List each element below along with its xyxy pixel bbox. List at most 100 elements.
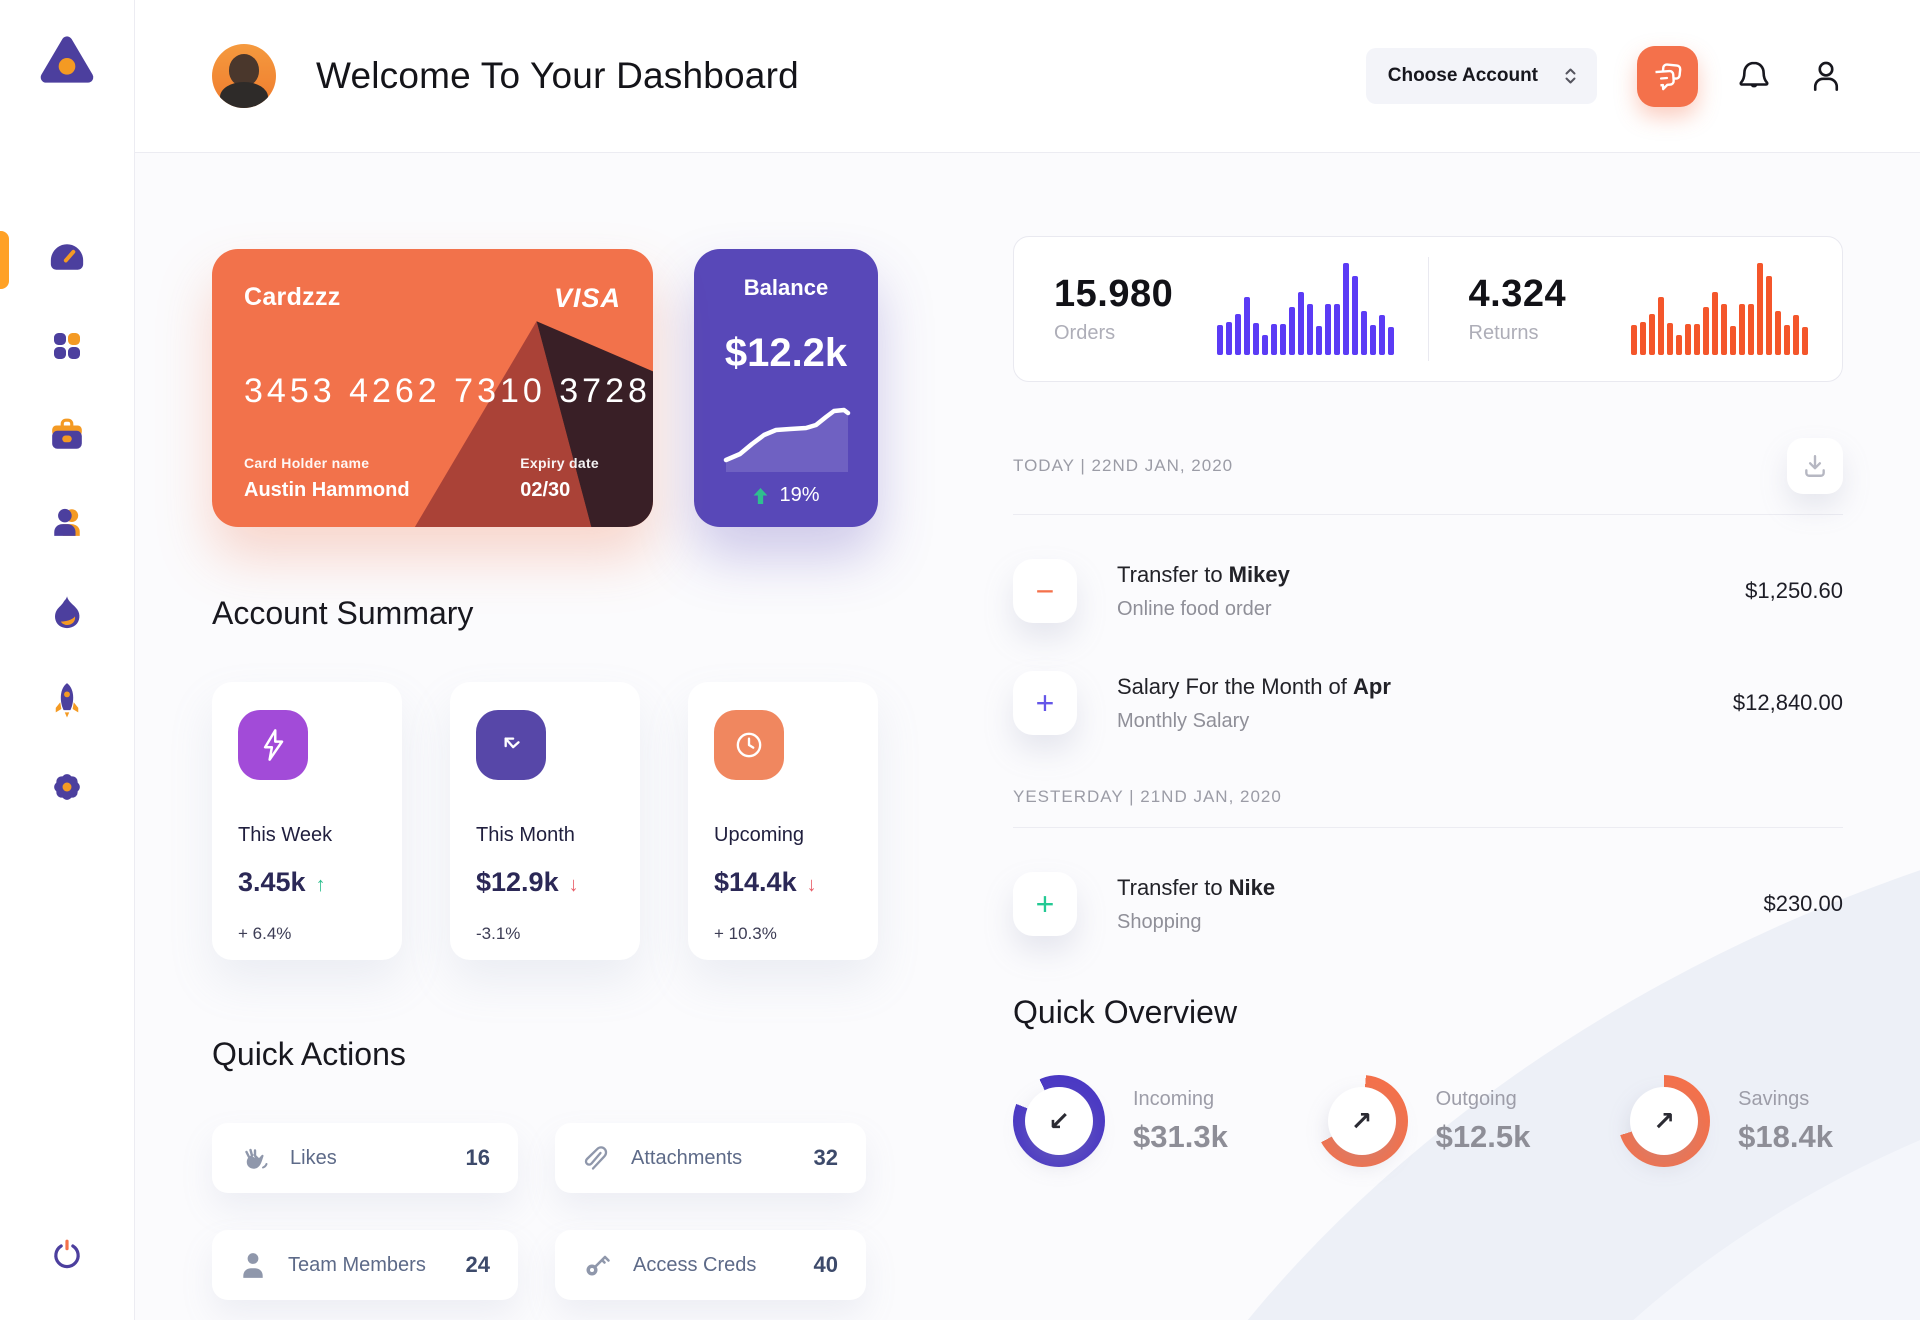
sidebar: [0, 0, 135, 1320]
sidebar-item-apps[interactable]: [0, 330, 134, 366]
today-date-label: TODAY | 22ND JAN, 2020: [1013, 456, 1234, 475]
account-summary-title: Account Summary: [212, 595, 474, 631]
profile-button[interactable]: [1810, 59, 1842, 93]
transaction-sign-plus: +: [1013, 671, 1077, 735]
quick-actions: Likes 16 Attachments 32: [212, 1123, 882, 1300]
summary-label: This Week: [238, 824, 333, 846]
transaction-row-nike[interactable]: + Transfer to Nike Shopping $230.00: [1013, 872, 1843, 936]
trend-arrow: ↑: [315, 874, 326, 896]
action-count: 40: [813, 1252, 838, 1277]
sidebar-item-team[interactable]: [0, 506, 134, 542]
returns-label: Returns: [1468, 322, 1539, 344]
savings-ring: ↗: [1618, 1075, 1711, 1167]
account-summary: This Week 3.45k ↑ + 6.4%: [212, 682, 882, 960]
action-count: 24: [465, 1252, 490, 1277]
balance-title: Balance: [743, 275, 829, 300]
overview-value: $31.3k: [1133, 1118, 1228, 1154]
header: Welcome To Your Dashboard Choose Account: [135, 0, 1920, 153]
transaction-title: Salary For the Month of Apr: [1117, 673, 1391, 699]
avatar[interactable]: [212, 44, 276, 108]
divider: [1013, 514, 1843, 515]
active-indicator: [0, 231, 9, 289]
clock-icon: [736, 732, 762, 758]
quick-actions-title: Quick Actions: [212, 1036, 406, 1072]
card-expiry: 02/30: [520, 479, 571, 501]
overview-label: Incoming: [1133, 1087, 1215, 1110]
chat-button[interactable]: [1637, 45, 1698, 107]
orders-bar-chart: [1216, 263, 1394, 355]
divider: [1013, 827, 1843, 828]
quick-overview-title: Quick Overview: [1013, 994, 1238, 1030]
returns-bar-chart: [1631, 263, 1808, 355]
overview-value: $12.5k: [1435, 1118, 1531, 1154]
orders-stat: 15.980 Orders: [1014, 237, 1428, 381]
power-icon: [54, 1239, 80, 1269]
credit-card: Cardzzz VISA 3453 4262 7310 3728 Card Ho…: [212, 249, 653, 527]
transaction-amount: $1,250.60: [1745, 578, 1843, 603]
summary-label: This Month: [476, 824, 575, 846]
speedometer-icon: [50, 244, 84, 270]
briefcase-icon: [52, 418, 82, 449]
user-icon: [54, 508, 80, 536]
transaction-amount: $12,840.00: [1732, 690, 1843, 715]
overview-label: Outgoing: [1435, 1087, 1517, 1110]
main: Cardzzz VISA 3453 4262 7310 3728 Card Ho…: [135, 153, 1920, 1320]
transaction-title: Transfer to Mikey: [1117, 561, 1290, 587]
card-number: 3453 4262 7310 3728: [244, 372, 651, 410]
transaction-row-mikey[interactable]: − Transfer to Mikey Online food order $1…: [1013, 559, 1843, 623]
page-title: Welcome To Your Dashboard: [316, 55, 799, 96]
action-likes[interactable]: Likes 16: [212, 1123, 518, 1193]
sidebar-item-settings[interactable]: [0, 770, 134, 806]
action-access-creds[interactable]: Access Creds 40: [555, 1230, 866, 1300]
sidebar-item-dashboard[interactable]: [0, 231, 134, 289]
overview-incoming: ↙ Incoming $31.3k: [1013, 1075, 1228, 1167]
summary-delta: -3.1%: [476, 924, 521, 943]
flame-icon: [55, 596, 80, 629]
summary-card-upcoming: Upcoming $14.4k ↓ + 10.3%: [688, 682, 878, 960]
transaction-subtitle: Shopping: [1117, 910, 1202, 933]
divider: [1427, 257, 1429, 361]
clap-icon: [245, 1148, 268, 1169]
quick-overview: ↙ Incoming $31.3k ↗: [1013, 1075, 1843, 1167]
sidebar-item-launch[interactable]: [0, 682, 134, 718]
action-label: Attachments: [631, 1146, 743, 1169]
balance-card: Balance $12.2k 19%: [694, 249, 878, 527]
overview-value: $18.4k: [1738, 1118, 1833, 1154]
balance-sparkline: [723, 407, 851, 472]
summary-value: 3.45k: [238, 867, 306, 897]
notifications-button[interactable]: [1738, 59, 1770, 93]
download-button[interactable]: [1787, 438, 1843, 494]
transaction-title: Transfer to Nike: [1117, 874, 1276, 900]
summary-delta: + 10.3%: [714, 924, 777, 943]
balance-change: 19%: [752, 484, 820, 507]
sidebar-item-trending[interactable]: [0, 594, 134, 630]
trend-arrow: ↓: [806, 874, 817, 896]
card-name: Cardzzz: [244, 283, 341, 311]
yesterday-date-label: YESTERDAY | 21ND JAN, 2020: [1013, 787, 1282, 806]
logout-button[interactable]: [50, 1238, 84, 1272]
right-column: 15.980 Orders 4.324 Returns: [1013, 236, 1843, 1300]
returns-value: 4.324: [1468, 273, 1567, 315]
brand-logo[interactable]: [35, 28, 99, 92]
triangle-logo-icon: [40, 36, 94, 83]
sidebar-item-portfolio[interactable]: [0, 418, 134, 454]
lightning-icon: [263, 729, 284, 761]
transaction-row-salary[interactable]: + Salary For the Month of Apr Monthly Sa…: [1013, 671, 1843, 735]
incoming-ring: ↙: [1013, 1075, 1105, 1167]
trend-arrow: ↓: [568, 874, 579, 896]
rocket-icon: [55, 683, 79, 718]
returns-stat: 4.324 Returns: [1429, 237, 1843, 381]
action-attachments[interactable]: Attachments 32: [555, 1123, 866, 1193]
chat-icon: [1654, 63, 1681, 91]
orders-returns-card: 15.980 Orders 4.324 Returns: [1013, 236, 1843, 382]
card-holder-name: Austin Hammond: [244, 479, 410, 501]
overview-outgoing: ↗ Outgoing $12.5k: [1315, 1075, 1531, 1167]
visa-logo: VISA: [553, 283, 621, 313]
arrow-up-right-icon: ↗: [1327, 1087, 1396, 1155]
account-select[interactable]: Choose Account: [1365, 48, 1597, 104]
gear-icon: [54, 774, 80, 800]
balance-amount: $12.2k: [724, 331, 848, 375]
transaction-amount: $230.00: [1763, 891, 1843, 916]
header-actions: Choose Account: [1365, 45, 1842, 107]
action-team-members[interactable]: Team Members 24: [212, 1230, 518, 1300]
